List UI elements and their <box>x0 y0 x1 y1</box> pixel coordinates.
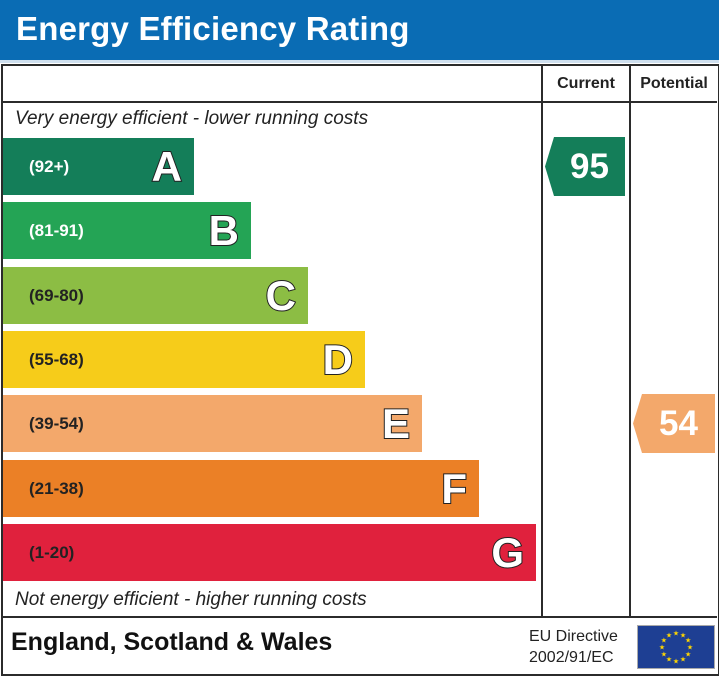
header-row-divider <box>3 101 717 103</box>
band-range-label: (69-80) <box>29 286 84 305</box>
band-e: (39-54) E <box>3 395 422 452</box>
current-column-divider <box>541 66 543 617</box>
band-letter: B <box>208 206 240 255</box>
eu-star: ★ <box>659 644 665 652</box>
title-bar: Energy Efficiency Rating <box>0 0 719 60</box>
eu-star: ★ <box>685 651 691 659</box>
band-c: (69-80) C <box>3 267 308 324</box>
eu-directive-line1: EU Directive <box>529 628 618 645</box>
band-letter: E <box>381 399 411 448</box>
chart-title: Energy Efficiency Rating <box>16 10 410 47</box>
band-range-label: (21-38) <box>29 479 84 498</box>
band-range-label: (81-91) <box>29 221 84 240</box>
eu-directive-line2: 2002/91/EC <box>529 649 614 666</box>
potential-rating-value: 54 <box>659 404 698 443</box>
band-g: (1-20) G <box>3 524 536 581</box>
current-rating-marker: 95 <box>545 137 625 196</box>
bottom-note: Not energy efficient - higher running co… <box>15 589 367 610</box>
eu-stars: ★ ★★★★★★★★★★★ <box>659 630 693 666</box>
band-d: (55-68) D <box>3 331 365 388</box>
potential-column-divider <box>629 66 631 617</box>
band-range-label: (1-20) <box>29 543 75 562</box>
band-range-label: (92+) <box>29 157 70 176</box>
eu-star: ★ <box>680 631 686 639</box>
eu-star: ★ <box>666 656 672 664</box>
eu-star: ★ <box>680 656 686 664</box>
eu-star: ★ <box>661 637 667 645</box>
band-a: (92+) A <box>3 138 194 195</box>
footer-row-divider <box>3 616 717 618</box>
potential-column-header: Potential <box>640 75 708 92</box>
current-column-header: Current <box>557 75 615 92</box>
eu-star: ★ <box>685 637 691 645</box>
eu-star: ★ <box>673 658 679 666</box>
title-divider <box>0 60 719 63</box>
band-letter: D <box>322 335 354 384</box>
eu-directive: EU Directive 2002/91/EC <box>529 626 618 668</box>
band-range-label: (55-68) <box>29 350 84 369</box>
eu-star: ★ <box>673 630 679 638</box>
eu-star: ★ <box>666 631 672 639</box>
band-b: (81-91) B <box>3 202 251 259</box>
potential-rating-marker: 54 <box>633 394 715 453</box>
top-note: Very energy efficient - lower running co… <box>15 108 369 129</box>
band-range-label: (39-54) <box>29 414 84 433</box>
eu-star: ★ <box>661 651 667 659</box>
potential-marker-arrow <box>633 394 715 453</box>
eu-star: ★ <box>687 644 693 652</box>
eu-flag-icon: ★ ★ ★ ★ ★ ★ ★ ★ ★ ★ ★ ★ <box>637 625 715 669</box>
band-letter: G <box>490 528 525 577</box>
current-marker-arrow <box>545 137 625 196</box>
band-letter: F <box>440 464 468 513</box>
current-rating-value: 95 <box>570 147 609 186</box>
region-label: England, Scotland & Wales <box>11 628 333 656</box>
band-letter: C <box>265 271 297 320</box>
band-f: (21-38) F <box>3 460 479 517</box>
band-letter: A <box>151 142 183 191</box>
